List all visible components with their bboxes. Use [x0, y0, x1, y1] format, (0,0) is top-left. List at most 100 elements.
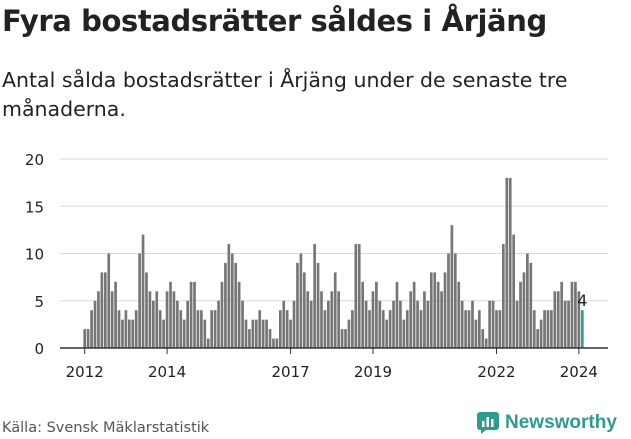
bar — [258, 310, 262, 348]
bar — [134, 310, 138, 348]
y-tick-label: 0 — [34, 340, 44, 358]
x-tick-label: 2014 — [148, 363, 186, 381]
bar — [289, 319, 292, 348]
bar — [309, 300, 313, 348]
bar — [467, 310, 471, 348]
brand-name: Newsworthy — [505, 412, 617, 433]
bar — [464, 310, 467, 348]
bar — [268, 329, 272, 348]
bar — [529, 262, 533, 348]
bar — [423, 291, 426, 348]
bar — [93, 300, 97, 348]
bar — [550, 310, 553, 348]
bar — [508, 177, 512, 348]
newsworthy-logo-icon — [477, 412, 499, 434]
y-tick-label: 10 — [25, 246, 44, 264]
bar — [460, 300, 464, 348]
bar — [361, 281, 365, 348]
bar — [169, 281, 172, 348]
bar — [248, 329, 251, 348]
bar — [103, 272, 107, 348]
bar — [224, 262, 227, 348]
bar — [285, 310, 289, 348]
bars — [83, 177, 584, 348]
bar — [114, 281, 117, 348]
bar — [536, 329, 540, 348]
bar — [371, 291, 375, 348]
bar — [526, 253, 529, 348]
bar — [385, 319, 389, 348]
bar — [124, 310, 128, 348]
bar — [409, 291, 413, 348]
bar — [155, 291, 159, 348]
bar — [323, 310, 327, 348]
bar — [543, 310, 546, 348]
bar — [378, 300, 382, 348]
bar — [405, 310, 409, 348]
bar — [453, 253, 457, 348]
bar — [182, 319, 186, 348]
bar — [110, 291, 114, 348]
bar — [532, 310, 536, 348]
source-credit: Källa: Svensk Mäklarstatistik — [2, 420, 210, 436]
bar — [237, 281, 241, 348]
bar — [107, 253, 111, 348]
bar — [395, 281, 399, 348]
bar — [241, 300, 244, 348]
bar — [313, 244, 316, 348]
x-tick-label: 2019 — [354, 363, 392, 381]
bar — [567, 300, 570, 348]
bar — [388, 310, 392, 348]
bar — [399, 300, 402, 348]
bar — [515, 300, 519, 348]
brand-logo: Newsworthy — [477, 409, 617, 437]
x-tick-label: 2012 — [66, 363, 104, 381]
bar — [148, 291, 152, 348]
bar — [179, 310, 183, 348]
bar — [512, 234, 515, 348]
bar — [375, 281, 378, 348]
bar — [189, 281, 193, 348]
bar-chart: 0 5 10 15 20 2012 2014 2017 2019 2022 2024 4 — [25, 151, 608, 381]
bar — [484, 338, 488, 348]
bar — [165, 291, 169, 348]
bar — [368, 310, 371, 348]
bar — [227, 244, 231, 348]
bar — [220, 281, 224, 348]
x-axis-ticks: 2012 2014 2017 2019 2022 2024 — [66, 348, 598, 381]
bar — [121, 319, 124, 348]
bar — [426, 300, 430, 348]
bar — [402, 319, 406, 348]
bar — [574, 281, 577, 348]
bar — [392, 300, 395, 348]
bar — [90, 310, 93, 348]
y-tick-label: 20 — [25, 151, 44, 169]
bar — [577, 291, 581, 348]
bar — [416, 300, 419, 348]
bar — [522, 272, 526, 348]
bar — [152, 300, 155, 348]
bar — [447, 253, 450, 348]
bar — [203, 319, 207, 348]
bar — [570, 281, 574, 348]
bar — [330, 291, 334, 348]
bar — [344, 329, 347, 348]
bar — [213, 310, 217, 348]
bar — [505, 177, 509, 348]
bar — [443, 272, 447, 348]
bar — [450, 225, 454, 348]
bar — [316, 262, 320, 348]
bar — [261, 319, 265, 348]
bar — [337, 291, 340, 348]
bar — [471, 300, 474, 348]
bar — [206, 338, 210, 348]
bar-latest — [580, 310, 584, 348]
bar — [502, 244, 505, 348]
bar — [495, 310, 498, 348]
bar — [83, 329, 87, 348]
bar — [419, 310, 423, 348]
chart-subtitle: Antal sålda bostadsrätter i Årjäng under… — [2, 68, 568, 121]
y-tick-label: 15 — [25, 198, 44, 216]
bar — [320, 291, 323, 348]
bar — [354, 244, 358, 348]
